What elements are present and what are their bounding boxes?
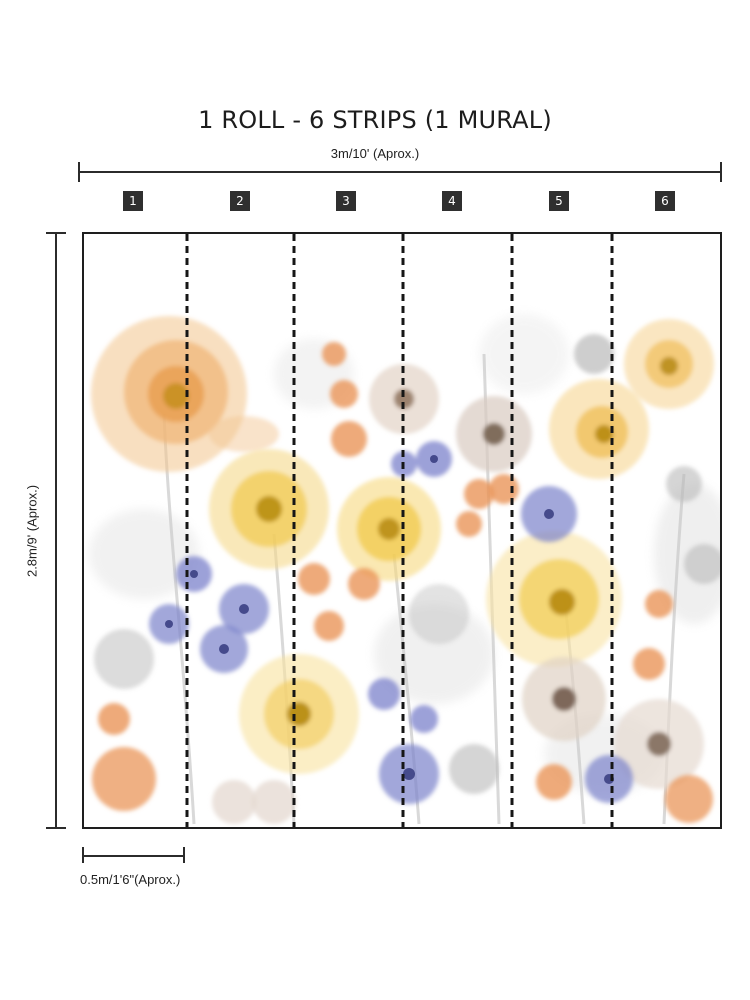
page-title: 1 ROLL - 6 STRIPS (1 MURAL) — [198, 106, 552, 134]
gray-flower — [94, 334, 720, 794]
strip-number-badge: 1 — [123, 191, 143, 211]
height-dimension-tick-bottom — [46, 827, 66, 829]
height-label: 2.8m/9' (Aprox.) — [24, 484, 40, 578]
strip-number-badge: 5 — [549, 191, 569, 211]
yellow-flower — [209, 449, 329, 569]
width-label: 3m/10' (Aprox.) — [330, 146, 420, 161]
strip-number-badge: 4 — [442, 191, 462, 211]
mural-preview — [82, 232, 722, 829]
orange-flower — [92, 342, 713, 823]
blue-flower-centers — [165, 455, 614, 784]
width-dimension-tick-left — [78, 162, 80, 182]
peach-rose — [91, 316, 279, 472]
strip-number-badge: 6 — [655, 191, 675, 211]
yellow-flower — [486, 531, 622, 667]
floral-watercolor-artwork — [89, 234, 720, 827]
yellow-flower — [239, 654, 359, 774]
height-dimension-line — [55, 232, 57, 829]
strip-width-label: 0.5m/1'6"(Aprox.) — [80, 872, 181, 887]
peach-rose — [549, 319, 714, 479]
yellow-flower — [337, 477, 441, 581]
width-dimension-tick-right — [720, 162, 722, 182]
height-dimension-tick-top — [46, 232, 66, 234]
strip-number-badge: 3 — [336, 191, 356, 211]
strip-width-tick-right — [183, 847, 185, 863]
strip-width-dimension-line — [82, 855, 185, 857]
strip-width-tick-left — [82, 847, 84, 863]
width-dimension-line — [78, 171, 722, 173]
strip-number-badge: 2 — [230, 191, 250, 211]
